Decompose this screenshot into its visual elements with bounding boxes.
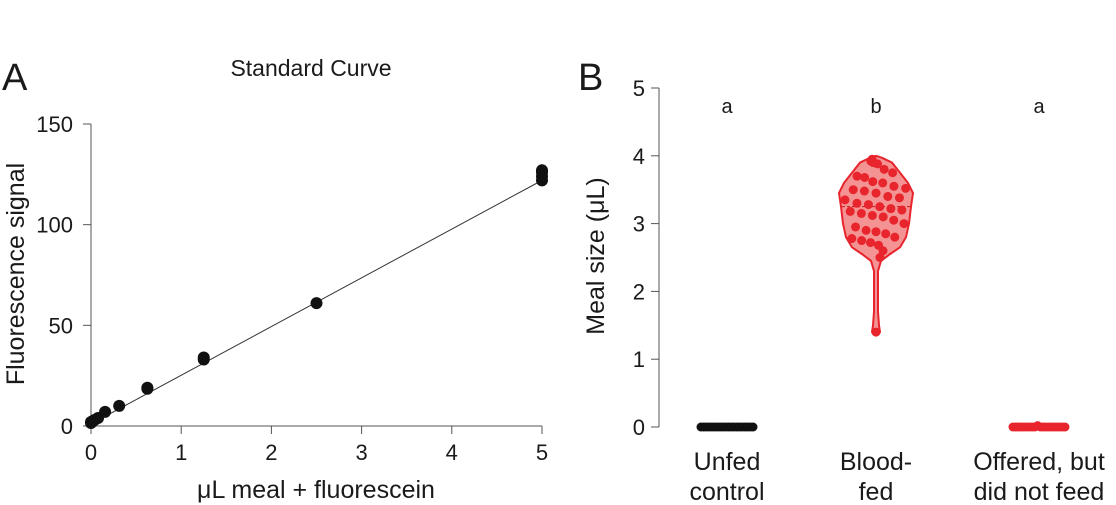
standard-curve-point — [113, 399, 126, 412]
chart-a-ylabel: Fluorescence signal — [2, 163, 30, 385]
blood-fed-point — [871, 188, 881, 198]
blood-fed-point — [889, 215, 899, 225]
unfed-point — [748, 422, 758, 432]
blood-fed-point — [852, 171, 862, 181]
blood-fed-point — [840, 195, 850, 205]
category-label: did not feed — [974, 478, 1105, 505]
chart-a-y-tick-label: 0 — [61, 414, 73, 439]
chart-b-y-tick-label: 5 — [633, 76, 645, 101]
panel-b-label: B — [578, 57, 603, 99]
blood-fed-point — [871, 227, 881, 237]
chart-a-y-tick-label: 150 — [36, 112, 73, 137]
chart-b-y-tick-label: 4 — [633, 144, 645, 169]
unfed-control-points — [696, 422, 758, 432]
category-label: control — [689, 478, 764, 505]
blood-fed-point — [878, 246, 888, 256]
category-label: Blood- — [840, 448, 912, 476]
blood-fed-point — [851, 222, 861, 232]
category-label: Unfed — [694, 448, 761, 476]
standard-curve-point — [310, 297, 323, 310]
blood-fed-point — [875, 202, 885, 212]
chart-a-title: Standard Curve — [230, 55, 391, 81]
blood-fed-points — [840, 154, 911, 337]
blood-fed-point — [859, 186, 869, 196]
category-label: fed — [859, 478, 894, 505]
chart-a-y-ticks: 0 50 100 150 — [36, 112, 91, 439]
blood-fed-point — [847, 234, 857, 244]
significance-letter: a — [721, 96, 733, 118]
blood-fed-point — [901, 183, 911, 193]
blood-fed-point — [856, 208, 866, 218]
offered-not-fed-points — [1008, 421, 1070, 432]
chart-b-ylabel: Meal size (μL) — [582, 177, 610, 335]
blood-fed-point — [899, 219, 909, 229]
blood-fed-point — [883, 191, 893, 201]
panel-a-label: A — [2, 57, 28, 99]
chart-a-x-tick-label: 4 — [446, 440, 458, 465]
chart-a-x-tick-label: 3 — [355, 440, 367, 465]
chart-a-y-tick-label: 50 — [49, 313, 73, 338]
blood-fed-point — [875, 253, 885, 262]
blood-fed-point — [897, 205, 907, 215]
blood-fed-point — [879, 164, 889, 174]
standard-curve-point — [536, 164, 548, 177]
blood-fed-point — [852, 198, 862, 208]
blood-fed-point — [878, 178, 888, 188]
significance-letter: a — [1033, 96, 1045, 118]
chart-b-y-tick-label: 3 — [633, 212, 645, 237]
chart-b-y-tick-label: 0 — [633, 415, 645, 440]
blood-fed-point — [894, 193, 904, 203]
panel-a: A Standard Curve Fluorescence signal μL … — [2, 55, 548, 504]
chart-a-x-ticks: 0 1 2 3 4 5 — [85, 426, 548, 465]
category-label: Offered, but — [973, 448, 1105, 476]
chart-a-x-tick-label: 5 — [536, 440, 548, 465]
offered-point — [1060, 422, 1070, 432]
blood-fed-point — [886, 204, 896, 214]
chart-a-x-tick-label: 0 — [85, 440, 97, 465]
blood-fed-point — [881, 229, 891, 239]
blood-fed-point — [873, 159, 883, 169]
chart-a-x-tick-label: 2 — [265, 440, 277, 465]
significance-letter: b — [870, 96, 881, 118]
chart-a-x-tick-label: 1 — [175, 440, 187, 465]
chart-b-y-tick-label: 1 — [633, 347, 645, 372]
chart-b-y-tick-label: 2 — [633, 279, 645, 304]
chart-a-points — [85, 164, 548, 429]
blood-fed-point — [868, 177, 878, 187]
blood-fed-point — [857, 236, 867, 246]
blood-fed-point — [866, 238, 876, 248]
blood-fed-point — [863, 200, 873, 210]
standard-curve-point — [99, 405, 112, 418]
blood-fed-point — [889, 181, 899, 191]
blood-fed-point — [848, 185, 858, 195]
chart-b-y-ticks: 0 1 2 3 4 5 — [633, 76, 659, 440]
blood-fed-point — [867, 210, 877, 220]
blood-fed-point — [878, 212, 888, 222]
blood-fed-point — [860, 172, 870, 182]
chart-a-y-tick-label: 100 — [36, 213, 73, 238]
standard-curve-point — [197, 351, 210, 364]
blood-fed-point — [861, 225, 871, 235]
standard-curve-point — [141, 381, 154, 394]
chart-a-xlabel: μL meal + fluorescein — [197, 476, 435, 504]
blood-fed-point — [888, 168, 898, 178]
blood-fed-point — [890, 232, 900, 242]
blood-fed-point — [845, 206, 855, 216]
blood-fed-point — [871, 327, 881, 337]
